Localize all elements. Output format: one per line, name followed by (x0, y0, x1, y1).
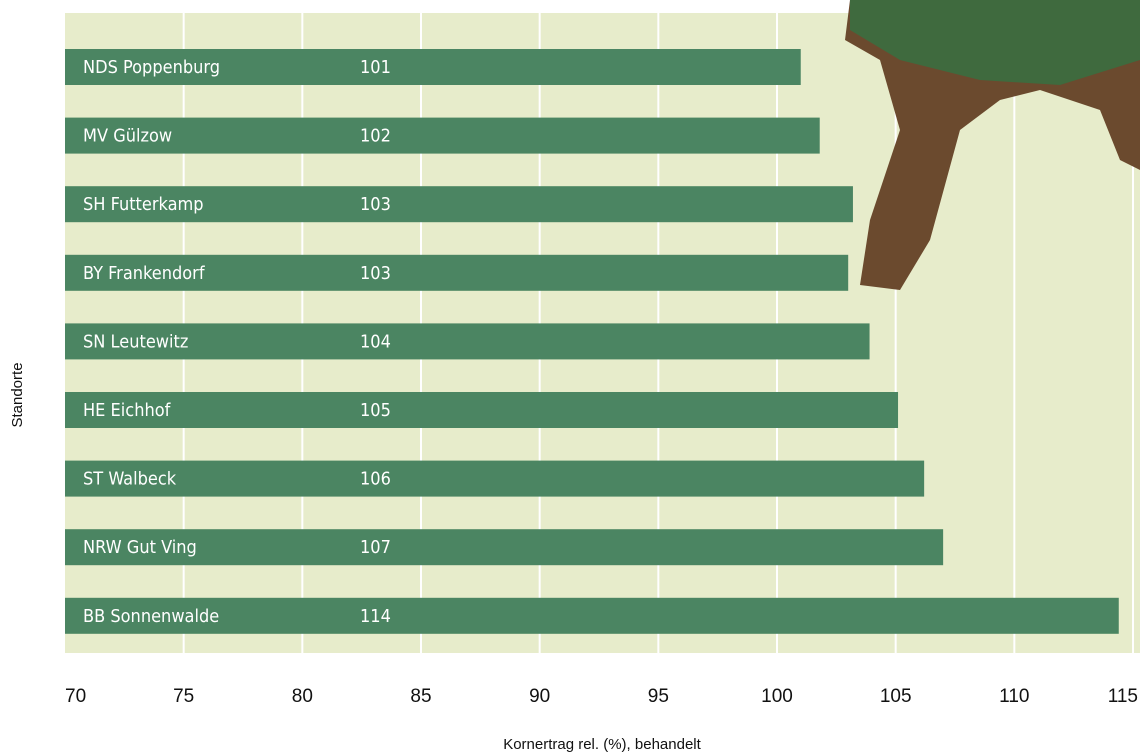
bar (65, 461, 924, 497)
category-label: BB Sonnenwalde (83, 606, 219, 627)
value-label: 107 (360, 537, 391, 558)
value-label: 104 (360, 331, 391, 352)
category-label: NRW Gut Ving (83, 537, 197, 558)
x-tick-label: 90 (529, 686, 550, 707)
value-label: 105 (360, 400, 391, 421)
value-label: 103 (360, 194, 391, 215)
category-label: MV Gülzow (83, 126, 172, 147)
value-label: 106 (360, 469, 391, 490)
category-label: BY Frankendorf (83, 263, 206, 284)
value-label: 102 (360, 126, 391, 147)
category-label: SH Futterkamp (83, 194, 204, 215)
bar (65, 392, 898, 428)
x-tick-label: 80 (292, 686, 313, 707)
x-tick-label: 115 (1108, 686, 1138, 707)
value-label: 103 (360, 263, 391, 284)
chart: NDS Poppenburg 101 MV Gülzow 102 SH Futterka… (0, 0, 1140, 753)
category-label: NDS Poppenburg (83, 57, 220, 78)
bar (65, 118, 820, 154)
x-tick-label: 70 (65, 686, 86, 707)
y-axis-label: Standorte (9, 362, 26, 427)
category-label: HE Eichhof (83, 400, 172, 421)
x-axis-label: Kornertrag rel. (%), behandelt (503, 736, 701, 753)
value-label: 114 (360, 606, 391, 627)
x-tick-label: 105 (880, 686, 912, 707)
bar (65, 598, 1119, 634)
x-tick-label: 95 (648, 686, 669, 707)
x-tick-label: 75 (173, 686, 194, 707)
category-label: SN Leutewitz (83, 331, 188, 352)
x-tick-label: 100 (761, 686, 793, 707)
x-tick-label: 110 (999, 686, 1029, 707)
x-tick-label: 85 (410, 686, 431, 707)
category-label: ST Walbeck (83, 469, 177, 490)
value-label: 101 (360, 57, 391, 78)
